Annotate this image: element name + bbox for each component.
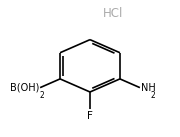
Text: 2: 2 [40,91,44,100]
Text: B(OH): B(OH) [10,83,39,93]
Text: F: F [87,111,93,121]
Text: HCl: HCl [103,7,123,20]
Text: NH: NH [141,83,156,93]
Text: 2: 2 [150,91,155,100]
